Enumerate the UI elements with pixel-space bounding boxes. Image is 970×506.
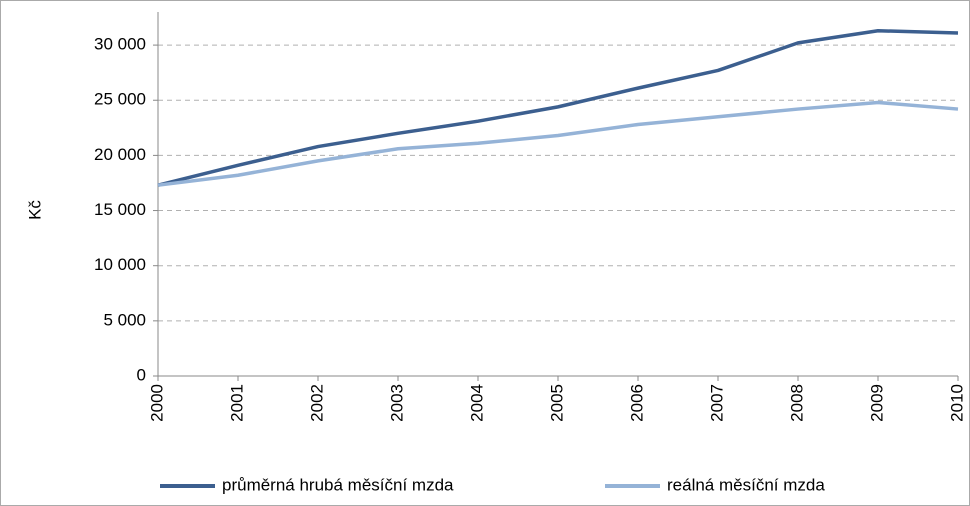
y-tick-label: 20 000 (94, 145, 146, 164)
legend-label: reálná měsíční mzda (667, 475, 825, 494)
x-tick-label: 2006 (627, 384, 646, 422)
x-tick-label: 2005 (547, 384, 566, 422)
x-tick-label: 2002 (307, 384, 326, 422)
y-tick-label: 5 000 (103, 310, 146, 329)
legend-label: průměrná hrubá měsíční mzda (222, 475, 454, 494)
x-tick-label: 2007 (707, 384, 726, 422)
x-tick-label: 2009 (867, 384, 886, 422)
x-tick-label: 2001 (227, 384, 246, 422)
x-tick-label: 2008 (787, 384, 806, 422)
y-tick-label: 25 000 (94, 90, 146, 109)
x-tick-label: 2003 (387, 384, 406, 422)
y-axis-label: Kč (25, 200, 44, 220)
x-tick-label: 2010 (947, 384, 966, 422)
y-tick-label: 10 000 (94, 255, 146, 274)
series-line (157, 100, 959, 187)
x-tick-label: 2004 (467, 384, 486, 422)
y-tick-label: 15 000 (94, 200, 146, 219)
series-line (157, 29, 959, 187)
x-tick-label: 2000 (147, 384, 166, 422)
y-tick-label: 0 (137, 365, 146, 384)
y-tick-label: 30 000 (94, 35, 146, 54)
